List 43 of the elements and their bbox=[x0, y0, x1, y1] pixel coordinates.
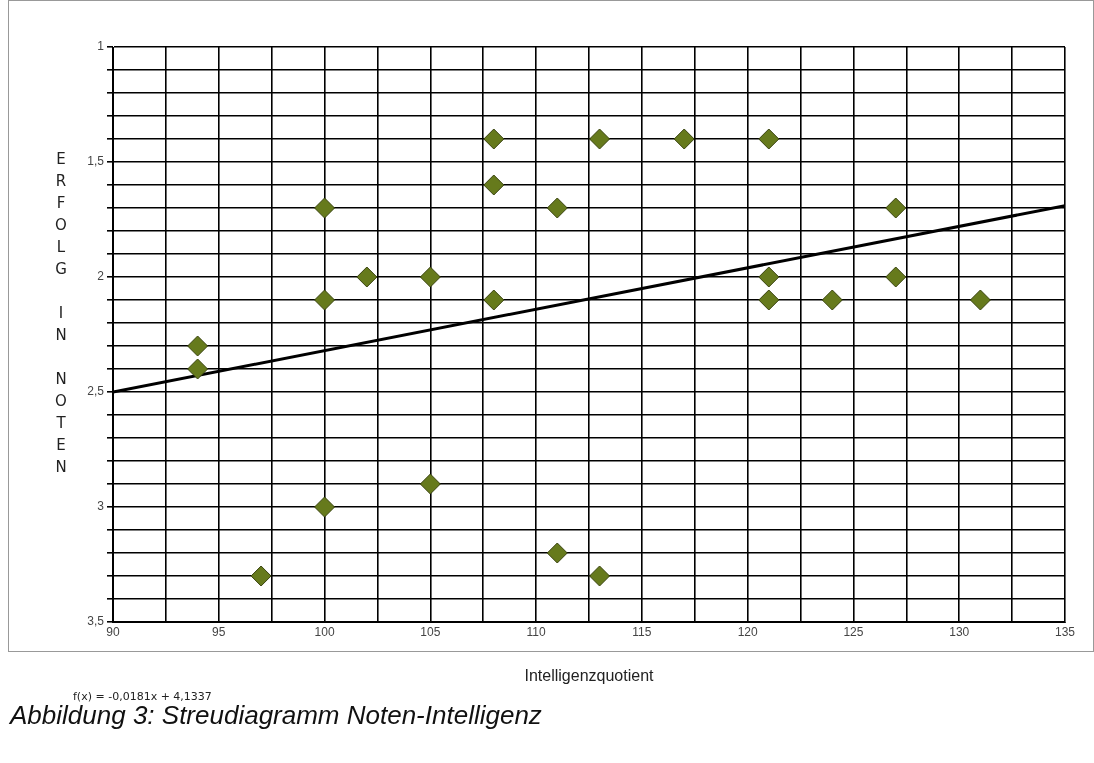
point bbox=[483, 128, 505, 150]
x-tick-label: 120 bbox=[737, 624, 758, 639]
x-axis-title: Intelligenzquotient bbox=[524, 666, 655, 684]
point bbox=[250, 565, 272, 587]
text: f(x) = -0,0181x + 4,1337 bbox=[73, 690, 212, 703]
point bbox=[187, 335, 209, 357]
point bbox=[758, 266, 780, 288]
x-tick-label: 130 bbox=[949, 624, 970, 639]
point bbox=[314, 197, 336, 219]
point bbox=[483, 289, 505, 311]
point bbox=[314, 496, 336, 518]
y-axis-title: ERFOLG IN NOTEN bbox=[52, 150, 70, 480]
point bbox=[969, 289, 991, 311]
x-tick-label: 115 bbox=[632, 624, 652, 639]
point bbox=[187, 358, 209, 380]
point bbox=[419, 473, 441, 495]
point bbox=[419, 266, 441, 288]
point bbox=[589, 565, 611, 587]
point bbox=[314, 289, 336, 311]
x-tick-label: 90 bbox=[106, 624, 120, 639]
point bbox=[589, 128, 611, 150]
point bbox=[673, 128, 695, 150]
y-tick-label: 3 bbox=[97, 499, 105, 514]
point bbox=[758, 289, 780, 311]
point bbox=[821, 289, 843, 311]
y-tick-label: 3,5 bbox=[87, 614, 105, 629]
point bbox=[885, 197, 907, 219]
x-tick-label: 135 bbox=[1054, 624, 1076, 639]
point bbox=[758, 128, 780, 150]
x-tick-label: 100 bbox=[314, 624, 335, 639]
x-tick-label: 105 bbox=[420, 624, 441, 639]
y-tick-label: 1,5 bbox=[87, 154, 105, 169]
point bbox=[356, 266, 378, 288]
point bbox=[483, 174, 505, 196]
point bbox=[546, 197, 568, 219]
point bbox=[546, 542, 568, 564]
y-tick-label: 2,5 bbox=[87, 384, 105, 399]
x-tick-label: 110 bbox=[526, 624, 546, 639]
x-tick-label: 125 bbox=[843, 624, 864, 639]
y-tick-label: 2 bbox=[97, 269, 105, 284]
x-tick-label: 95 bbox=[212, 624, 226, 639]
y-tick-label: 1 bbox=[97, 39, 105, 54]
point bbox=[885, 266, 907, 288]
